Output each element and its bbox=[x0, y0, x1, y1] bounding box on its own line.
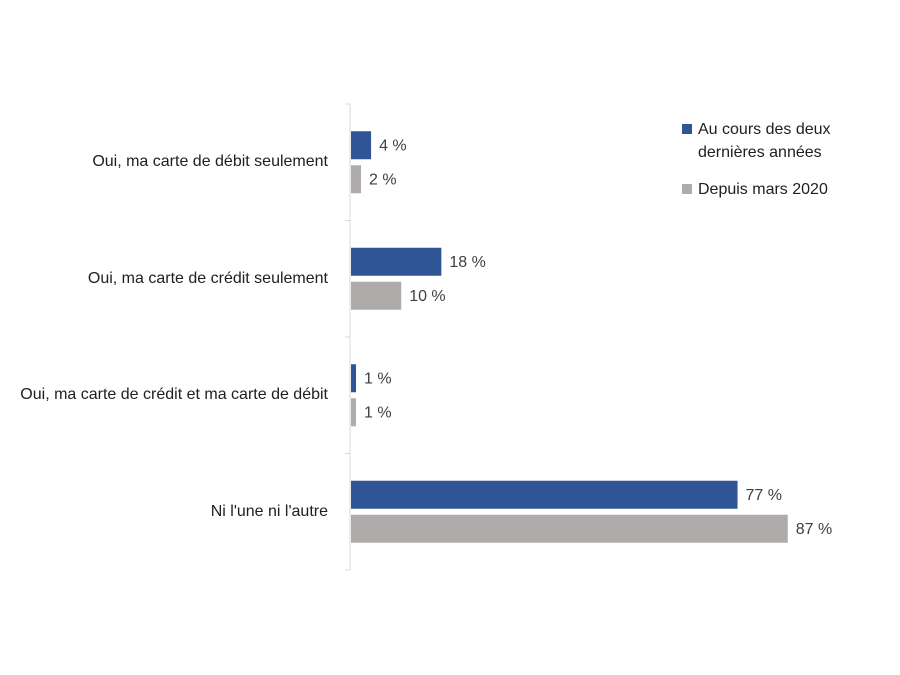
bar bbox=[351, 480, 738, 509]
value-label: 1 % bbox=[364, 370, 392, 387]
bar bbox=[351, 247, 442, 276]
bar bbox=[351, 514, 788, 543]
value-label: 2 % bbox=[369, 171, 397, 188]
value-label: 1 % bbox=[364, 404, 392, 421]
value-label: 18 % bbox=[449, 254, 485, 271]
bar bbox=[351, 364, 357, 393]
legend-label: Depuis mars 2020 bbox=[698, 181, 828, 198]
bar bbox=[351, 165, 362, 194]
legend-swatch bbox=[682, 124, 692, 134]
bar bbox=[351, 398, 357, 427]
category-label: Oui, ma carte de crédit seulement bbox=[87, 269, 328, 287]
bar bbox=[351, 131, 372, 160]
value-label: 77 % bbox=[746, 487, 782, 504]
category-label: Oui, ma carte de débit seulement bbox=[92, 153, 328, 171]
value-label: 87 % bbox=[796, 521, 832, 538]
legend-label: Au cours des deux dernières années bbox=[698, 121, 831, 161]
category-label: Ni l'une ni l'autre bbox=[210, 502, 328, 520]
legend-swatch bbox=[682, 184, 692, 194]
bar bbox=[351, 281, 402, 310]
value-label: 4 % bbox=[379, 137, 407, 154]
category-label: Oui, ma carte de crédit et ma carte de d… bbox=[20, 386, 328, 404]
value-label: 10 % bbox=[409, 288, 445, 305]
